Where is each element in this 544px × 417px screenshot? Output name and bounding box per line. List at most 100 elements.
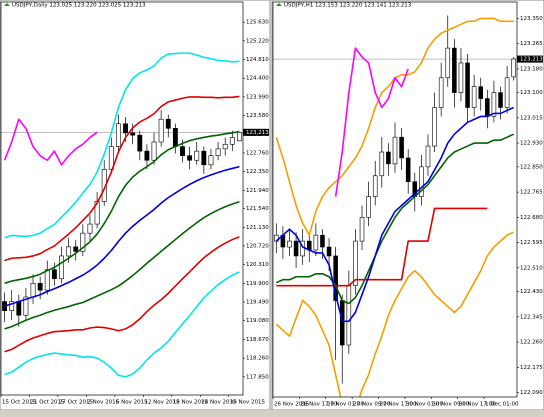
candle-body — [339, 300, 345, 346]
left-window — [0, 0, 271, 411]
candle-body — [222, 143, 228, 150]
y-tick-label: 122.850 — [520, 164, 543, 170]
candle-body — [379, 151, 385, 177]
x-tick-label: 12 Nov 2015 — [144, 400, 180, 406]
y-tick-label: 122.765 — [520, 190, 543, 196]
candle-body — [208, 155, 214, 166]
candle-body — [504, 77, 510, 108]
x-tick-label: 27 Nov 09:00 — [353, 402, 391, 408]
y-tick-label: 123.350 — [520, 16, 543, 22]
y-tick-label: 119.490 — [246, 300, 269, 306]
x-tick-label: 30 Nov 01:00 — [406, 402, 444, 408]
y-tick-label: 119.080 — [246, 318, 269, 324]
y-tick-label: 123.580 — [246, 113, 269, 119]
y-tick-label: 122.430 — [520, 289, 543, 295]
y-tick-label: 123.015 — [520, 115, 543, 121]
candle-body — [229, 137, 235, 145]
x-tick-label: 1 Dec 01:00 — [485, 402, 519, 408]
candle-body — [491, 92, 497, 117]
candle-body — [425, 145, 431, 168]
y-tick-label: 122.175 — [520, 365, 543, 371]
y-tick-label: 118.260 — [246, 356, 269, 362]
x-tick-label: 26 Nov 2015 — [274, 402, 310, 408]
candle-body — [287, 240, 292, 248]
price-box — [243, 128, 269, 136]
candle-body — [372, 175, 378, 197]
indicator-line — [334, 47, 409, 197]
candle-body — [194, 150, 200, 161]
candle-body — [172, 128, 178, 147]
indicator-line — [4, 95, 240, 262]
indicator-line — [4, 165, 240, 307]
candle-body — [346, 285, 352, 346]
candle-body — [30, 283, 36, 298]
indicator-line — [4, 271, 240, 378]
candle-body — [313, 234, 319, 251]
y-tick-label: 123.180 — [520, 66, 543, 72]
x-tick-label: 30 Nov 09:00 — [432, 402, 470, 408]
candle-body — [274, 234, 279, 242]
y-tick-label: 117.850 — [246, 374, 269, 380]
y-tick-label: 125.220 — [246, 38, 269, 44]
candle-body — [9, 301, 15, 311]
y-tick-label: 122.680 — [520, 215, 543, 221]
candle-body — [37, 283, 43, 291]
candle-body — [187, 155, 193, 161]
y-tick-label: 124.400 — [246, 76, 269, 82]
y-tick-label: 122.090 — [520, 390, 543, 396]
plot-frame — [272, 1, 518, 398]
candle-body — [333, 255, 338, 301]
y-tick-label: 123.100 — [520, 90, 543, 96]
y-tick-label: 119.900 — [246, 281, 269, 287]
y-tick-label: 125.630 — [246, 20, 269, 26]
indicator-line — [275, 106, 515, 323]
candle-body — [59, 255, 64, 280]
candle-body — [73, 246, 79, 252]
candle-body — [498, 92, 503, 108]
indicator-line — [275, 133, 515, 305]
indicator-line — [3, 118, 98, 166]
y-tick-label: 122.510 — [520, 265, 543, 271]
indicator-line — [4, 130, 240, 285]
tab-strip — [0, 410, 544, 417]
y-tick-label: 121.540 — [246, 206, 269, 212]
candle-body — [458, 62, 464, 93]
candle-body — [392, 136, 398, 165]
x-tick-label: 2 Nov 2015 — [87, 400, 119, 406]
x-tick-label: 6 Nov 2015 — [116, 400, 148, 406]
candle-body — [452, 47, 457, 93]
chart-header: USDJPY,H1 123.153 123.220 123.141 123.21… — [284, 3, 412, 9]
candle-body — [116, 123, 121, 147]
plot — [1, 52, 243, 378]
indicator-line — [4, 236, 240, 353]
indicator-line — [275, 231, 515, 397]
x-tick-label: 21 Oct 2015 — [30, 400, 65, 406]
price-box-label: 123.213 — [246, 130, 269, 136]
x-tick-label: 27 Nov 17:00 — [380, 402, 418, 408]
x-tick-label: 15 Oct 2015 — [2, 400, 37, 406]
x-tick-label: 30 Nov 2015 — [230, 400, 266, 406]
candle-body — [123, 123, 128, 134]
candle-body — [94, 200, 100, 225]
y-tick-label: 123.990 — [246, 94, 269, 100]
y-tick-label: 122.595 — [520, 240, 543, 246]
candle-body — [108, 146, 114, 170]
candle-body — [158, 118, 164, 143]
candle-body — [165, 118, 171, 129]
candle-body — [80, 232, 86, 252]
candle-body — [201, 150, 207, 166]
candle-body — [66, 246, 72, 257]
y-tick-label: 122.345 — [520, 314, 543, 320]
indicator-line — [276, 207, 488, 287]
candle-body — [485, 98, 490, 117]
y-tick-label: 122.930 — [520, 141, 543, 147]
y-tick-label: 123.265 — [520, 41, 543, 47]
x-tick-label: 18 Nov 2015 — [173, 400, 209, 406]
candle-body — [359, 217, 365, 242]
indicator-line — [4, 200, 240, 330]
x-tick-label: 30 Nov 17:00 — [459, 402, 497, 408]
candle-body — [511, 58, 516, 78]
candle-body — [326, 246, 332, 257]
candle-body — [180, 146, 185, 156]
